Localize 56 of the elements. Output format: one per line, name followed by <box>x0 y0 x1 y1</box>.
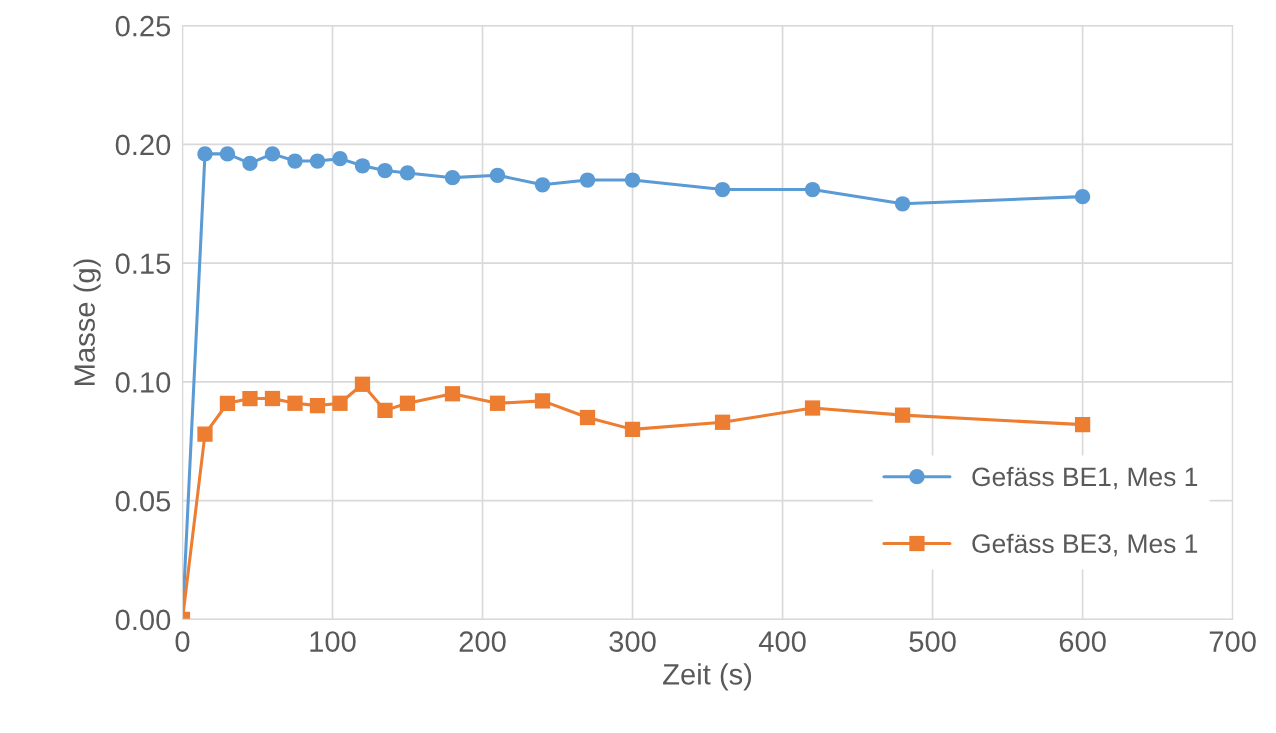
point <box>377 162 393 179</box>
y-tick-label: 0.05 <box>115 490 171 512</box>
x-tick-label: 200 <box>459 631 506 652</box>
x-tick-label: 0 <box>175 631 190 652</box>
point <box>197 146 213 162</box>
point <box>1074 189 1091 205</box>
x-tick-label: 400 <box>758 631 806 652</box>
point <box>197 426 213 442</box>
point <box>579 172 596 188</box>
point <box>444 170 461 186</box>
y-tick-label: 0.15 <box>115 253 171 274</box>
point <box>894 407 911 423</box>
point <box>714 181 731 198</box>
point <box>894 196 911 212</box>
legend-label: Gefäss BE1, Mes 1 <box>972 466 1198 490</box>
point <box>287 153 303 169</box>
point <box>1074 417 1091 433</box>
point <box>332 151 348 167</box>
point <box>354 158 371 174</box>
point <box>399 165 416 181</box>
point <box>264 146 281 162</box>
point <box>534 393 551 409</box>
point <box>624 172 641 188</box>
point <box>309 153 326 169</box>
point <box>714 414 731 430</box>
point <box>579 409 596 426</box>
point <box>354 376 371 392</box>
point <box>219 395 236 411</box>
point <box>444 386 461 402</box>
y-tick-label: 0.00 <box>115 609 171 631</box>
x-tick-label: 700 <box>1209 631 1256 652</box>
x-tick-label: 600 <box>1059 631 1106 652</box>
point <box>804 181 821 198</box>
point <box>242 155 258 172</box>
point <box>399 395 416 411</box>
y-axis-title: Masse (g) <box>73 259 101 385</box>
point <box>377 402 393 419</box>
point <box>332 395 348 411</box>
legend-label: Gefäss BE3, Mes 1 <box>972 533 1198 557</box>
point <box>534 177 551 193</box>
point <box>489 395 506 411</box>
point <box>489 167 506 183</box>
point <box>624 421 641 438</box>
x-tick-label: 300 <box>609 631 656 652</box>
point <box>287 395 303 411</box>
y-tick-label: 0.25 <box>115 15 171 37</box>
y-tick-label: 0.10 <box>115 372 171 393</box>
x-axis-title: Zeit (s) <box>663 663 752 691</box>
point <box>219 146 236 162</box>
x-tick-label: 500 <box>909 631 956 652</box>
point <box>309 398 326 414</box>
point <box>804 400 821 416</box>
point <box>264 390 281 407</box>
point <box>242 390 258 407</box>
y-tick-label: 0.20 <box>115 134 171 156</box>
x-tick-label: 100 <box>310 631 356 652</box>
